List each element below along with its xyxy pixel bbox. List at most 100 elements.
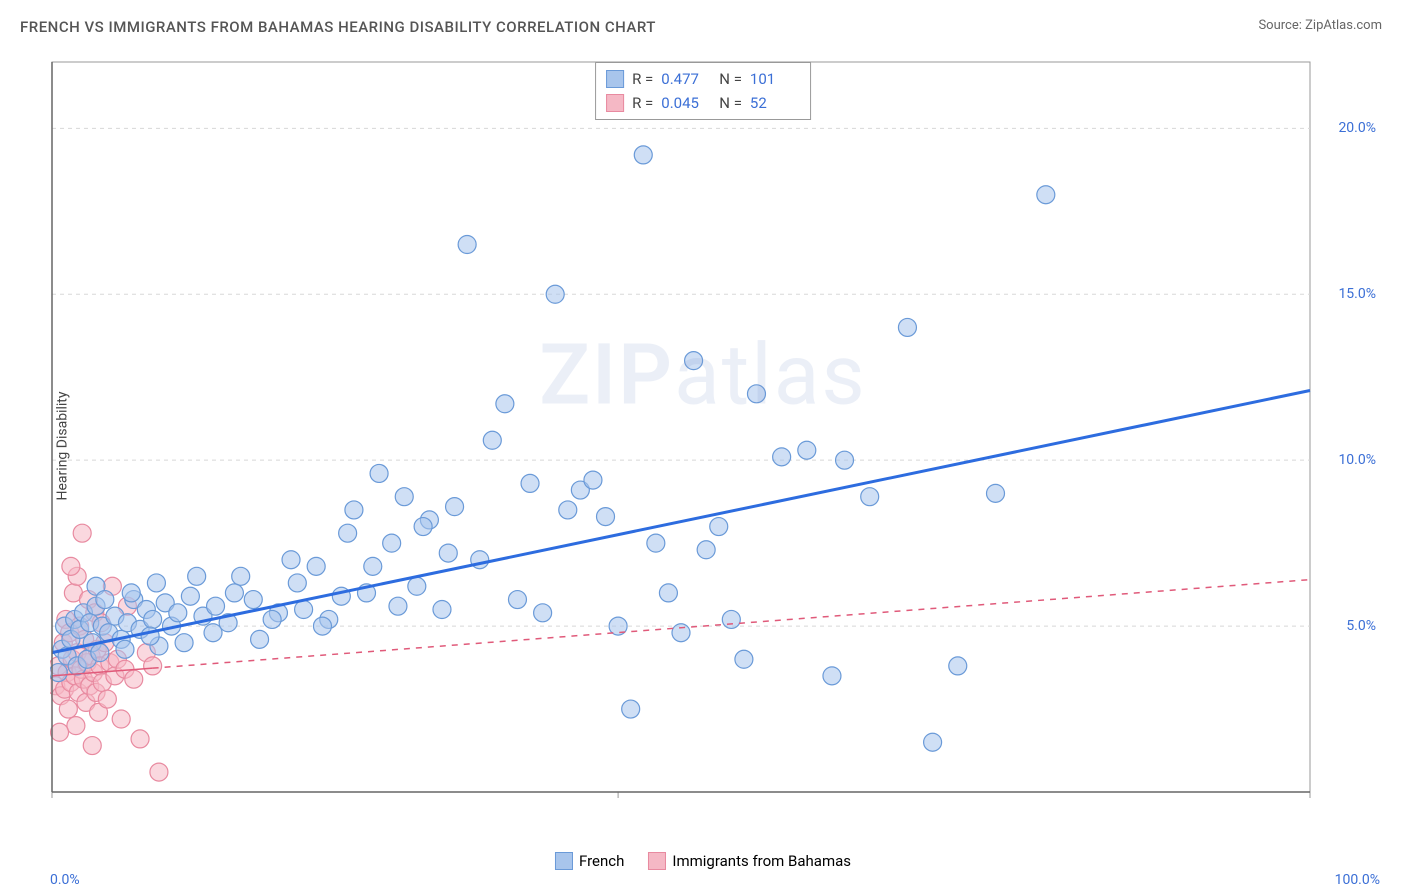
data-point <box>251 630 269 648</box>
data-point <box>659 584 677 602</box>
data-point <box>91 644 109 662</box>
series-legend: French Immigrants from Bahamas <box>555 852 851 870</box>
data-point <box>597 508 615 526</box>
swatch-bahamas <box>606 94 624 112</box>
data-point <box>73 524 91 542</box>
data-point <box>122 584 140 602</box>
stats-row-bahamas: R = 0.045 N = 52 <box>606 91 800 115</box>
data-point <box>370 464 388 482</box>
data-point <box>59 700 77 718</box>
data-point <box>861 488 879 506</box>
data-point <box>112 710 130 728</box>
data-point <box>307 557 325 575</box>
stat-r-french: 0.477 <box>661 67 711 91</box>
stat-n-french: 101 <box>750 67 800 91</box>
data-point <box>175 634 193 652</box>
stat-n-label: N = <box>719 91 742 115</box>
y-tick-label: 10.0% <box>1338 452 1376 468</box>
chart-title: FRENCH VS IMMIGRANTS FROM BAHAMAS HEARIN… <box>20 18 656 36</box>
source-label: Source: <box>1258 18 1301 33</box>
data-point <box>798 441 816 459</box>
data-point <box>150 763 168 781</box>
legend-label-french: French <box>579 852 624 870</box>
data-point <box>345 501 363 519</box>
stat-n-bahamas: 52 <box>750 91 800 115</box>
data-point <box>225 584 243 602</box>
data-point <box>169 604 187 622</box>
stats-row-french: R = 0.477 N = 101 <box>606 67 800 91</box>
data-point <box>949 657 967 675</box>
data-point <box>295 601 313 619</box>
data-point <box>414 518 432 536</box>
data-point <box>735 650 753 668</box>
data-point <box>232 567 250 585</box>
data-point <box>339 524 357 542</box>
data-point <box>395 488 413 506</box>
data-point <box>496 395 514 413</box>
data-point <box>131 730 149 748</box>
data-point <box>67 717 85 735</box>
data-point <box>144 657 162 675</box>
swatch-bahamas <box>648 852 666 870</box>
y-tick-label: 20.0% <box>1338 120 1376 136</box>
stat-n-label: N = <box>719 67 742 91</box>
data-point <box>181 587 199 605</box>
data-point <box>634 146 652 164</box>
data-point <box>508 591 526 609</box>
data-point <box>383 534 401 552</box>
stat-r-bahamas: 0.045 <box>661 91 711 115</box>
data-point <box>924 733 942 751</box>
data-point <box>446 498 464 516</box>
data-point <box>204 624 222 642</box>
x-axis-max-label: 100.0% <box>1335 872 1380 888</box>
legend-item-french: French <box>555 852 624 870</box>
data-point <box>1037 186 1055 204</box>
data-point <box>534 604 552 622</box>
data-point <box>83 737 101 755</box>
data-point <box>125 670 143 688</box>
scatter-chart <box>50 60 1380 820</box>
data-point <box>263 610 281 628</box>
data-point <box>51 723 69 741</box>
data-point <box>433 601 451 619</box>
legend-label-bahamas: Immigrants from Bahamas <box>672 852 851 870</box>
data-point <box>559 501 577 519</box>
data-point <box>685 352 703 370</box>
data-point <box>439 544 457 562</box>
data-point <box>62 557 80 575</box>
stat-r-label: R = <box>632 67 653 91</box>
data-point <box>836 451 854 469</box>
data-point <box>282 551 300 569</box>
x-axis-min-label: 0.0% <box>50 872 80 888</box>
data-point <box>521 474 539 492</box>
data-point <box>147 574 165 592</box>
data-point <box>722 610 740 628</box>
stats-legend: R = 0.477 N = 101 R = 0.045 N = 52 <box>595 62 811 120</box>
data-point <box>898 318 916 336</box>
data-point <box>647 534 665 552</box>
data-point <box>697 541 715 559</box>
data-point <box>313 617 331 635</box>
source-value: ZipAtlas.com <box>1305 18 1382 33</box>
data-point <box>244 591 262 609</box>
chart-container <box>50 60 1380 820</box>
data-point <box>188 567 206 585</box>
data-point <box>408 577 426 595</box>
data-point <box>458 236 476 254</box>
source-attribution: Source: ZipAtlas.com <box>1258 18 1382 33</box>
data-point <box>389 597 407 615</box>
data-point <box>483 431 501 449</box>
data-point <box>546 285 564 303</box>
data-point <box>987 484 1005 502</box>
data-point <box>98 690 116 708</box>
data-point <box>144 610 162 628</box>
legend-item-bahamas: Immigrants from Bahamas <box>648 852 851 870</box>
data-point <box>710 518 728 536</box>
swatch-french <box>555 852 573 870</box>
y-tick-label: 5.0% <box>1346 618 1376 634</box>
data-point <box>364 557 382 575</box>
data-point <box>672 624 690 642</box>
y-tick-label: 15.0% <box>1338 286 1376 302</box>
data-point <box>288 574 306 592</box>
data-point <box>773 448 791 466</box>
